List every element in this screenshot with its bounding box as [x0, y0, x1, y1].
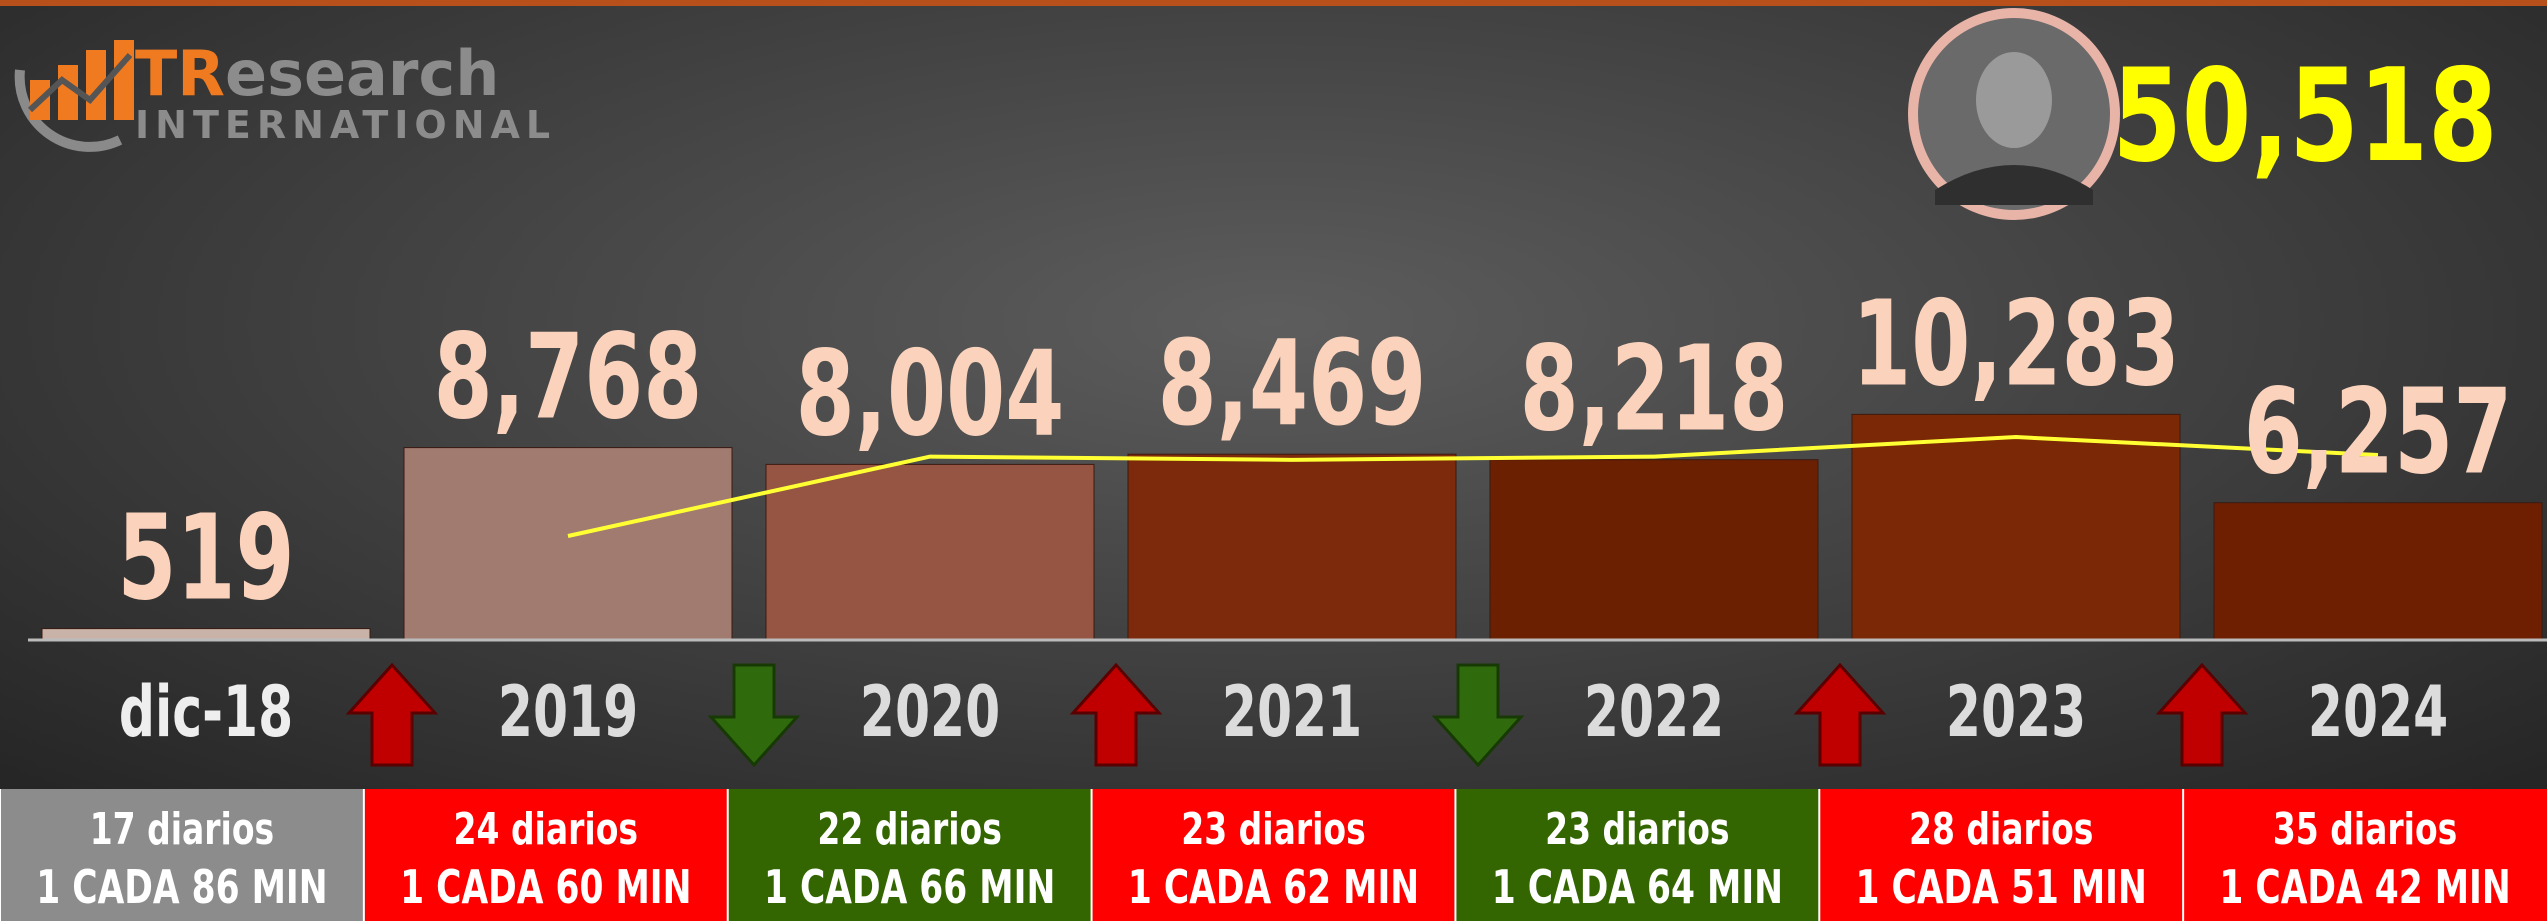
infographic: TResearch INTERNATIONAL 50,518 519 dic-18…: [0, 0, 2547, 921]
category-label: dic-18: [119, 672, 293, 753]
logo-subtitle: INTERNATIONAL: [135, 103, 556, 147]
box-line1: 28 diarios: [1909, 804, 2093, 855]
box-line2: 1 CADA 62 MIN: [1128, 860, 1419, 914]
bar: [2214, 503, 2542, 640]
category-label: 2019: [498, 672, 638, 753]
category-label: 2020: [860, 672, 1000, 753]
bar: [766, 464, 1094, 640]
value-label: 8,469: [1158, 316, 1427, 453]
total-count: 50,518: [2112, 42, 2497, 191]
bar: [1128, 454, 1456, 640]
value-label: 519: [117, 491, 294, 628]
top-stripe: [0, 0, 2547, 6]
box-line2: 1 CADA 64 MIN: [1492, 860, 1783, 914]
box-line1: 35 diarios: [2273, 804, 2457, 855]
portrait: [1908, 8, 2120, 220]
logo-rest: esearch: [225, 37, 499, 110]
category-label: 2023: [1946, 672, 2086, 753]
page: TResearch INTERNATIONAL 50,518 519 dic-18…: [0, 0, 2547, 921]
box-line2: 1 CADA 42 MIN: [2219, 860, 2510, 914]
logo-bar: [114, 40, 134, 120]
bar: [1490, 460, 1818, 640]
category-label: 2022: [1584, 672, 1724, 753]
value-label: 6,257: [2244, 365, 2513, 502]
bar: [42, 629, 370, 640]
box-line1: 23 diarios: [1181, 804, 1365, 855]
logo-name: TResearch: [135, 37, 499, 110]
category-label: 2021: [1222, 672, 1362, 753]
bar: [1852, 414, 2180, 640]
box-line1: 22 diarios: [817, 804, 1001, 855]
category-label: 2024: [2308, 672, 2448, 753]
box-line1: 17 diarios: [90, 804, 274, 855]
box-line2: 1 CADA 66 MIN: [764, 860, 1055, 914]
value-label: 8,768: [434, 310, 703, 447]
box-line2: 1 CADA 86 MIN: [36, 860, 327, 914]
box-line1: 23 diarios: [1545, 804, 1729, 855]
box-line2: 1 CADA 60 MIN: [400, 860, 691, 914]
value-label: 8,004: [796, 326, 1065, 463]
value-label: 10,283: [1852, 276, 2180, 413]
bar: [404, 448, 732, 640]
box-line1: 24 diarios: [454, 804, 638, 855]
box-line2: 1 CADA 51 MIN: [1856, 860, 2147, 914]
portrait-face: [1976, 52, 2052, 148]
logo-prefix: TR: [135, 37, 225, 110]
value-label: 8,218: [1520, 322, 1789, 459]
